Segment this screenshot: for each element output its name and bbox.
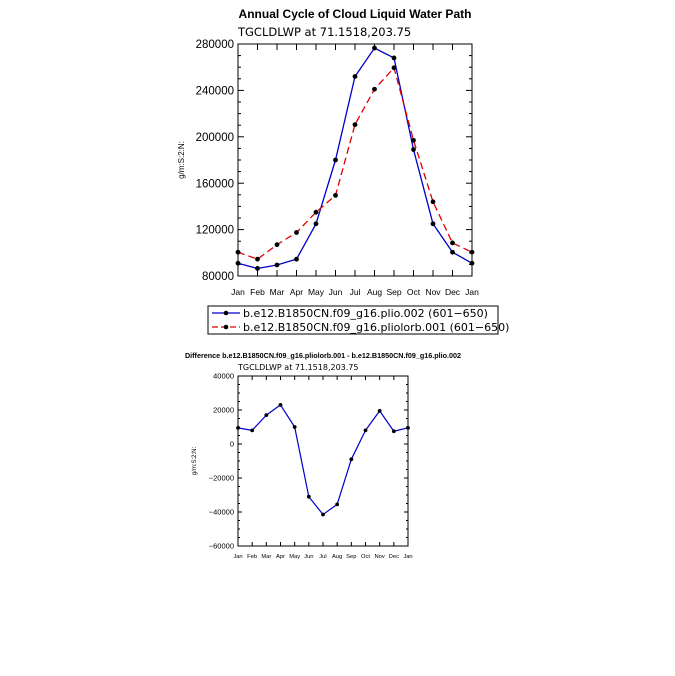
x-tick-label: Jan (403, 554, 412, 560)
series-2-point (391, 65, 397, 71)
y-tick-label: 120000 (196, 225, 234, 237)
series-line-1 (237, 404, 409, 516)
chart1-title: Annual Cycle of Cloud Liquid Water Path (239, 7, 472, 21)
legend-entry-1: b.e12.B1850CN.f09_g16.plio.002 (601−650) (212, 307, 488, 320)
x-tick-label: Jan (465, 287, 479, 297)
x-tick-label: Sep (346, 554, 356, 560)
x-tick-label: Apr (276, 554, 285, 560)
x-tick-label: Jun (329, 287, 343, 297)
x-tick-label: Jan (233, 554, 242, 560)
y-tick-label: 0 (230, 440, 234, 449)
series-2-point (469, 249, 475, 255)
chart1-ylabel: g/m:S:2:N: (177, 141, 186, 179)
series-1-point (430, 221, 436, 227)
x-tick-label: Jun (304, 554, 313, 560)
x-tick-label: Oct (361, 554, 370, 560)
chart2-plot: −60000 −40000 −20000 0 20000 40000 Jan Feb Mar Ap… (209, 372, 413, 560)
series-1-point (292, 425, 297, 429)
series-1-point (278, 403, 283, 407)
y-tick-label: 200000 (196, 132, 234, 144)
x-tick-label: Jan (231, 287, 245, 297)
x-tick-label: May (308, 287, 325, 297)
series-1-point (349, 457, 354, 462)
series-1-point (235, 260, 241, 266)
series-2-point (255, 256, 260, 262)
x-tick-label: May (289, 554, 300, 560)
series-1-point (333, 157, 338, 163)
series-line-1 (237, 47, 473, 270)
y-tick-label: 280000 (196, 39, 234, 51)
series-2-point (333, 192, 338, 198)
y-tick-label: 80000 (202, 271, 234, 283)
series-1-point (406, 425, 410, 430)
x-tick-label: Mar (261, 554, 271, 560)
x-tick-label: Apr (290, 287, 303, 297)
series-1-point (264, 413, 269, 417)
x-tick-label: Feb (247, 554, 257, 560)
y-tick-label: 160000 (196, 178, 234, 190)
y-tick-label: −60000 (209, 542, 234, 551)
series-1-point (363, 428, 368, 433)
series-2-point (372, 86, 377, 92)
series-2-point (235, 249, 241, 255)
series-1-point (294, 256, 299, 262)
x-tick-label: Nov (375, 554, 385, 560)
series-2-point (294, 230, 299, 235)
chart1-plot: 80000 120000 160000 200000 240000 280000 Jan Fe… (196, 39, 479, 297)
x-tick-label: Dec (389, 554, 399, 560)
x-tick-label: Aug (332, 554, 342, 560)
x-tick-label: Sep (386, 287, 401, 297)
series-1-point (335, 502, 340, 507)
series-1-point (321, 512, 325, 517)
series-1-point (411, 147, 416, 152)
x-tick-label: Oct (407, 287, 421, 297)
x-tick-label: Dec (445, 287, 461, 297)
series-1-point (377, 408, 382, 413)
series-2-point (411, 137, 416, 143)
legend-marker-2 (223, 324, 229, 330)
series-1-point (469, 260, 475, 266)
legend-entry-2: b.e12.B1850CN.f09_g16.pliolorb.001 (601−… (212, 321, 509, 334)
series-2-point (274, 242, 280, 248)
series-1-point (250, 428, 255, 433)
chart2-title: Difference b.e12.B1850CN.f09_g16.pliolor… (185, 351, 461, 360)
y-tick-label: 20000 (213, 406, 234, 415)
legend-marker-1 (223, 310, 229, 316)
series-2-point (450, 240, 455, 246)
chart2-ylabel: g/m:S:2:N: (192, 446, 198, 475)
series-1-point (306, 494, 311, 499)
series-1-point (236, 425, 240, 430)
series-2-point (313, 209, 319, 215)
plot-frame (237, 375, 409, 547)
x-tick-label: Nov (425, 287, 441, 297)
series-2-point (352, 122, 358, 128)
y-tick-label: 40000 (213, 372, 234, 381)
chart2-subtitle: TGCLDLWP at 71.1518,203.75 (237, 363, 359, 372)
x-tick-label: Feb (250, 287, 265, 297)
series-1-point (391, 429, 396, 434)
series-1-point (391, 55, 397, 61)
series-2-point (430, 199, 436, 205)
series-1-point (450, 249, 455, 255)
y-tick-label: 240000 (196, 86, 234, 98)
series-1-point (352, 74, 358, 79)
x-tick-label: Mar (270, 287, 285, 297)
x-tick-label: Jul (319, 554, 326, 560)
series-1-point (255, 266, 260, 271)
chart1-legend: b.e12.B1850CN.f09_g16.plio.002 (601−650)… (207, 305, 509, 335)
series-1-point (313, 221, 319, 227)
x-tick-label: Aug (367, 287, 382, 297)
series-1-point (274, 262, 280, 268)
x-tick-label: Jul (350, 287, 361, 297)
y-tick-label: −40000 (209, 508, 234, 517)
legend-label-1: b.e12.B1850CN.f09_g16.plio.002 (601−650) (243, 307, 488, 320)
chart1-subtitle: TGCLDLWP at 71.1518,203.75 (237, 25, 411, 39)
legend-box (207, 305, 499, 335)
series-1-point (372, 45, 377, 51)
y-tick-label: −20000 (209, 474, 234, 483)
legend-label-2: b.e12.B1850CN.f09_g16.pliolorb.001 (601−… (243, 321, 509, 334)
